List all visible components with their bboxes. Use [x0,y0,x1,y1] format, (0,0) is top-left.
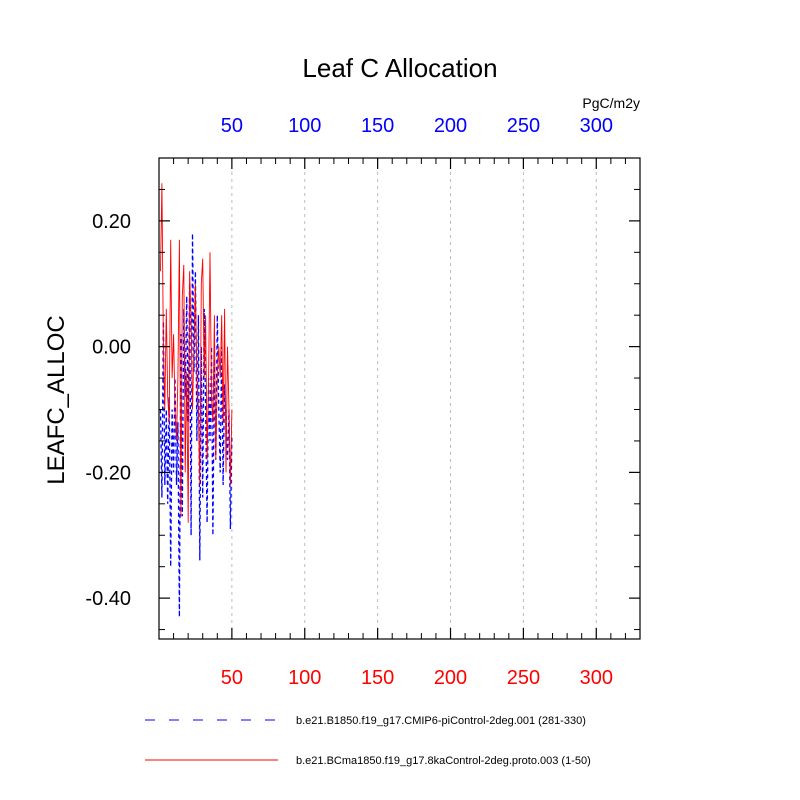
x-tick-label-top: 250 [507,115,540,137]
x-tick-label-top: 150 [361,115,394,137]
x-tick-label-bottom: 300 [580,667,613,689]
legend-label-1: b.e21.B1850.f19_g17.CMIP6-piControl-2deg… [296,715,586,727]
axis-ticks: 50 50 100 100 150 150 200 200 250 250 300 300 0.20 0.… [85,115,641,689]
x-tick-label-top: 300 [580,115,613,137]
legend: b.e21.B1850.f19_g17.CMIP6-piControl-2deg… [145,715,591,767]
legend-label-2: b.e21.BCma1850.f19_g17.8kaControl-2deg.p… [296,755,591,767]
y-tick-label: -0.40 [85,588,131,610]
plot-frame [158,157,641,640]
y-tick-label: 0.00 [92,337,131,359]
series-group [159,183,233,618]
x-tick-label-bottom: 150 [361,667,394,689]
x-tick-label-bottom: 200 [434,667,467,689]
y-axis-label: LEAFC_ALLOC [43,315,70,484]
x-tick-label-top: 50 [221,115,243,137]
y-tick-label: -0.20 [85,462,131,484]
x-tick-label-top: 200 [434,115,467,137]
x-tick-label-bottom: 50 [221,667,243,689]
units-label: PgC/m2y [582,95,640,111]
grid-lines [231,158,597,639]
x-tick-label-bottom: 100 [288,667,321,689]
series-line-2 [160,183,233,523]
x-tick-label-top: 100 [288,115,321,137]
chart-title: Leaf C Allocation [302,53,497,83]
x-tick-label-bottom: 250 [507,667,540,689]
y-tick-label: 0.20 [92,211,131,233]
